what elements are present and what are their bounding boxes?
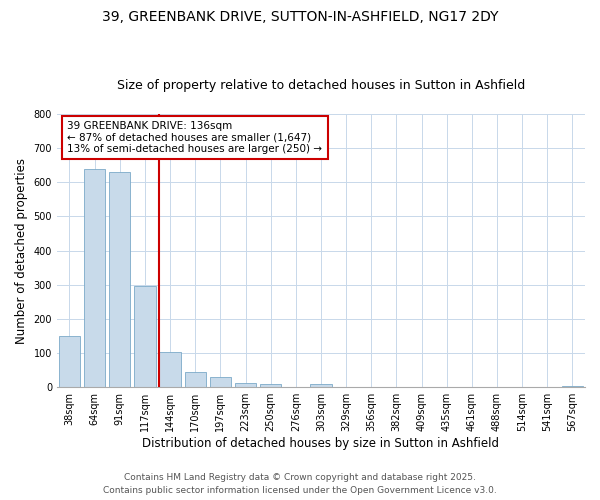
Text: 39, GREENBANK DRIVE, SUTTON-IN-ASHFIELD, NG17 2DY: 39, GREENBANK DRIVE, SUTTON-IN-ASHFIELD,… [102,10,498,24]
Bar [310,384,332,387]
Bar [209,377,231,387]
Bar [185,372,206,387]
Bar [160,352,181,387]
Y-axis label: Number of detached properties: Number of detached properties [15,158,28,344]
Bar [235,383,256,387]
Bar [134,286,155,387]
Text: 39 GREENBANK DRIVE: 136sqm
← 87% of detached houses are smaller (1,647)
13% of s: 39 GREENBANK DRIVE: 136sqm ← 87% of deta… [67,121,322,154]
Bar [260,384,281,387]
Text: Contains HM Land Registry data © Crown copyright and database right 2025.
Contai: Contains HM Land Registry data © Crown c… [103,474,497,495]
Bar [109,172,130,387]
X-axis label: Distribution of detached houses by size in Sutton in Ashfield: Distribution of detached houses by size … [142,437,499,450]
Bar [562,386,583,387]
Bar [84,168,106,387]
Title: Size of property relative to detached houses in Sutton in Ashfield: Size of property relative to detached ho… [117,79,525,92]
Bar [59,336,80,387]
